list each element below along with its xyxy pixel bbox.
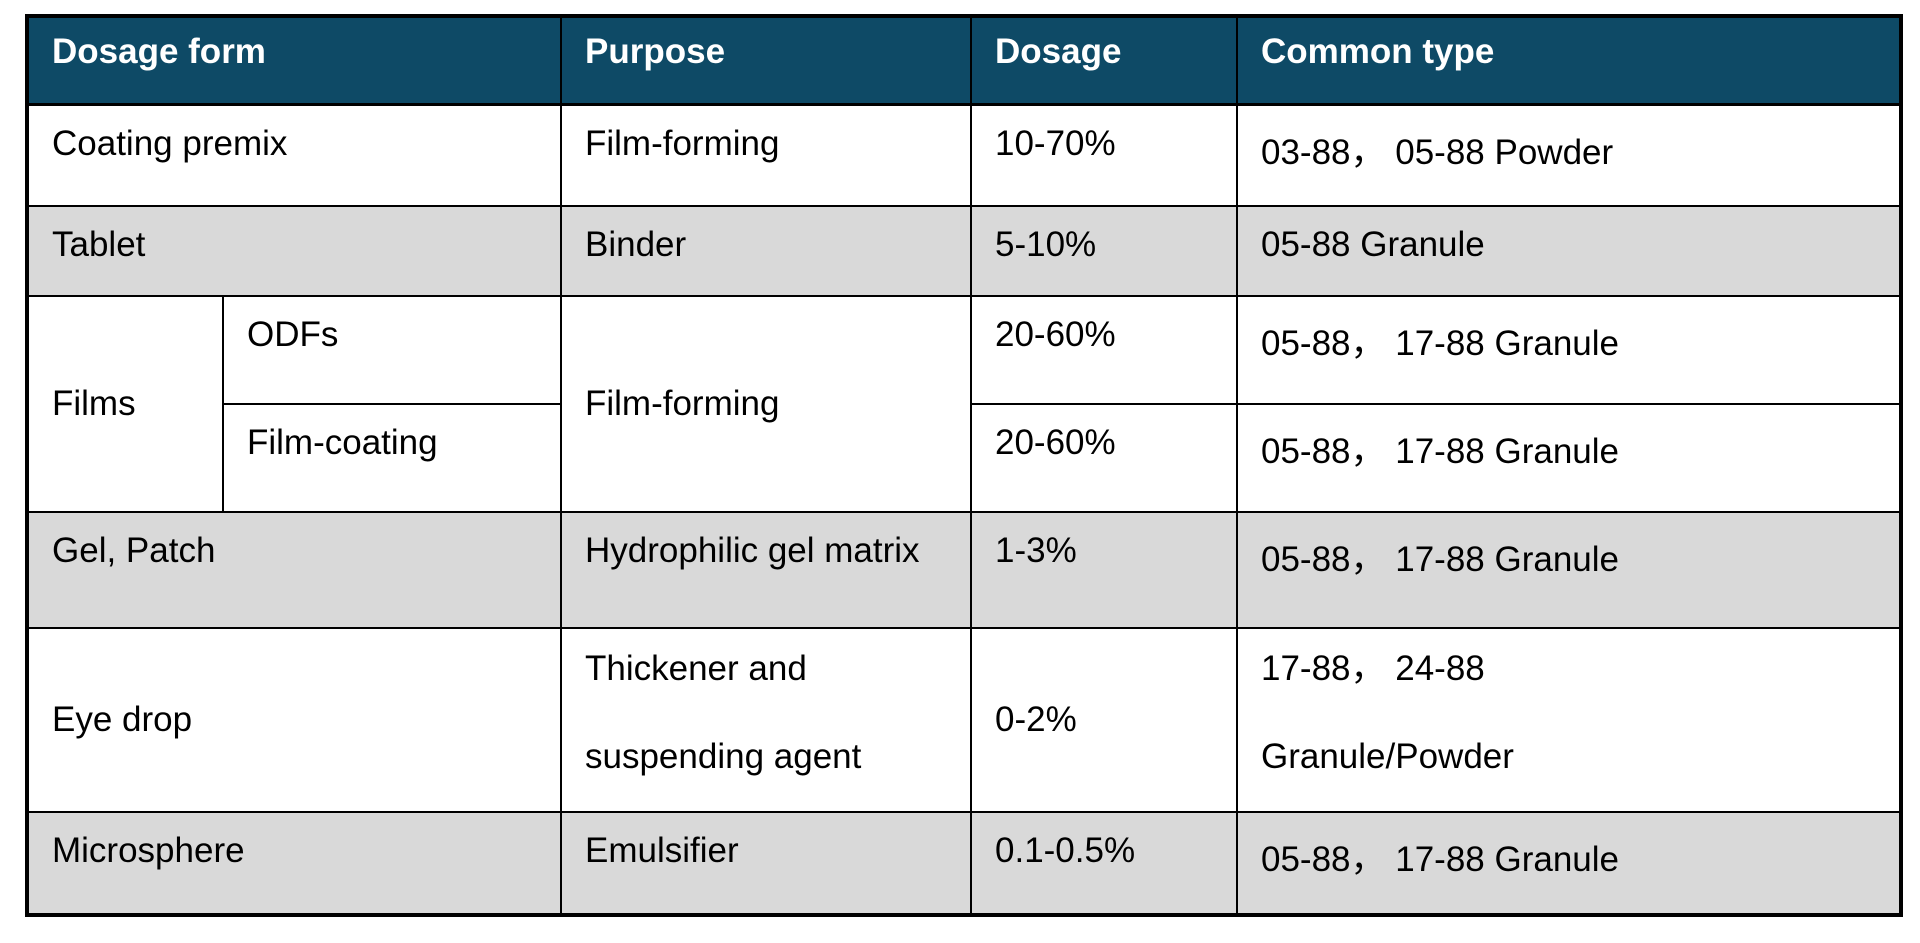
table-header-row: Dosage form Purpose Dosage Common type — [26, 15, 1902, 106]
row-tablet: Tablet Binder 5-10% 05-88 Granule — [26, 205, 1902, 297]
header-purpose: Purpose — [560, 15, 972, 106]
cell-films-purpose: Film-forming — [560, 295, 972, 513]
row-eye-drop: Eye drop Thickener and suspending agent … — [26, 627, 1902, 813]
cell-eye-drop-dosage: 0-2% — [970, 627, 1238, 813]
cell-coating-premix-common-type: 03-88， 05-88 Powder — [1236, 103, 1902, 207]
cell-odfs-common-type: 05-88， 17-88 Granule — [1236, 295, 1902, 405]
header-dosage: Dosage — [970, 15, 1238, 106]
cell-eye-drop-form: Eye drop — [26, 627, 562, 813]
cell-tablet-purpose: Binder — [560, 205, 972, 297]
eye-drop-common-type-line-1: 17-88， 24-88 — [1261, 649, 1485, 688]
cell-films-group: Films — [26, 295, 224, 513]
cell-coating-premix-dosage: 10-70% — [970, 103, 1238, 207]
cell-microsphere-purpose: Emulsifier — [560, 811, 972, 916]
cell-gel-patch-form: Gel, Patch — [26, 511, 562, 629]
row-gel-patch: Gel, Patch Hydrophilic gel matrix 1-3% 0… — [26, 511, 1902, 629]
header-dosage-form: Dosage form — [26, 15, 562, 106]
eye-drop-purpose-line-1: Thickener and — [585, 649, 807, 688]
cell-microsphere-form: Microsphere — [26, 811, 562, 916]
cell-film-coating-form: Film-coating — [222, 403, 562, 513]
cell-coating-premix-purpose: Film-forming — [560, 103, 972, 207]
row-films-film-coating: Film-coating 20-60% 05-88， 17-88 Granule — [27, 403, 1902, 513]
cell-film-coating-common-type: 05-88， 17-88 Granule — [1236, 403, 1902, 513]
cell-odfs-dosage: 20-60% — [970, 295, 1238, 405]
cell-microsphere-dosage: 0.1-0.5% — [970, 811, 1238, 916]
cell-eye-drop-common-type: 17-88， 24-88 Granule/Powder — [1236, 627, 1902, 813]
cell-microsphere-common-type: 05-88， 17-88 Granule — [1236, 811, 1902, 916]
eye-drop-purpose-line-2: suspending agent — [585, 737, 862, 777]
eye-drop-common-type-line-2: Granule/Powder — [1261, 737, 1514, 777]
cell-film-coating-dosage: 20-60% — [970, 403, 1238, 513]
cell-coating-premix-form: Coating premix — [26, 103, 562, 207]
dosage-form-table: Dosage form Purpose Dosage Common type C… — [25, 14, 1903, 917]
row-coating-premix: Coating premix Film-forming 10-70% 03-88… — [26, 103, 1902, 207]
cell-eye-drop-purpose: Thickener and suspending agent — [560, 627, 972, 813]
cell-tablet-common-type: 05-88 Granule — [1236, 205, 1902, 297]
cell-tablet-form: Tablet — [26, 205, 562, 297]
cell-gel-patch-common-type: 05-88， 17-88 Granule — [1236, 511, 1902, 629]
cell-odfs-form: ODFs — [222, 295, 562, 405]
row-microsphere: Microsphere Emulsifier 0.1-0.5% 05-88， 1… — [26, 811, 1902, 916]
cell-gel-patch-purpose: Hydrophilic gel matrix — [560, 511, 972, 629]
row-films-odfs: Films ODFs Film-forming 20-60% 05-88， 17… — [26, 295, 1902, 513]
cell-tablet-dosage: 5-10% — [970, 205, 1238, 297]
cell-gel-patch-dosage: 1-3% — [970, 511, 1238, 629]
header-common-type: Common type — [1236, 15, 1902, 106]
